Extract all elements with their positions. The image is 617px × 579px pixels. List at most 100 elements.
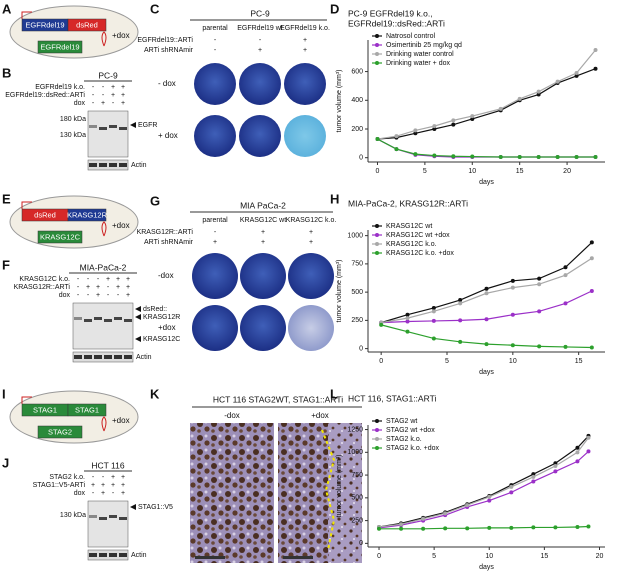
legend-label: Drinking water control xyxy=(386,51,454,58)
promoter xyxy=(21,201,32,209)
gene-label: STAG1 xyxy=(75,405,99,414)
legend-label: STAG2 k.o. +dox xyxy=(386,445,439,452)
arrow xyxy=(130,122,136,128)
x-tick-label: 10 xyxy=(485,553,493,560)
actin-blot xyxy=(87,159,129,171)
sign: + xyxy=(309,239,313,246)
data-point xyxy=(593,48,598,53)
sign: + xyxy=(303,37,307,44)
gene-label: EGFRdel19 xyxy=(40,42,79,51)
y-tick-label: 750 xyxy=(351,261,363,268)
sign: - xyxy=(87,292,90,299)
data-point xyxy=(553,525,558,530)
band xyxy=(109,553,117,557)
marker: 130 kDa xyxy=(60,132,86,139)
data-point xyxy=(536,89,541,94)
band xyxy=(99,163,107,167)
sign: + xyxy=(96,284,100,291)
data-point xyxy=(563,265,568,270)
well xyxy=(284,115,326,157)
band xyxy=(94,317,102,320)
band-label: STAG1::V5 xyxy=(138,504,173,511)
histology-region xyxy=(328,423,362,563)
data-point xyxy=(405,312,410,317)
data-point xyxy=(484,291,489,296)
sign: - xyxy=(97,276,100,283)
band-label: Actin xyxy=(131,552,147,559)
sign: + xyxy=(111,92,115,99)
sign: - xyxy=(77,292,80,299)
legend-label: Osimertinib 25 mg/kg qd xyxy=(386,42,462,49)
legend-marker xyxy=(375,61,379,65)
band xyxy=(99,127,107,130)
condition-label: +dox xyxy=(311,411,329,420)
gene-label: STAG2 xyxy=(48,427,72,436)
chart-title: PC-9 EGFRdel19 k.o., xyxy=(348,8,433,18)
y-tick-label: 600 xyxy=(351,68,363,75)
data-point xyxy=(574,71,579,76)
data-point xyxy=(563,301,568,306)
data-point xyxy=(589,289,594,293)
data-point xyxy=(487,498,492,503)
band xyxy=(89,553,97,557)
y-tick-label: 0 xyxy=(359,155,363,162)
row-label: ARTi shRNAmir xyxy=(144,47,194,54)
data-point xyxy=(510,285,515,290)
data-point xyxy=(484,317,489,322)
data-point xyxy=(470,154,475,159)
sign: + xyxy=(303,47,307,54)
band xyxy=(99,553,107,557)
band xyxy=(89,163,97,167)
promoter xyxy=(21,11,32,19)
sign: - xyxy=(92,100,95,107)
band-label: EGFR xyxy=(138,122,157,129)
data-point xyxy=(537,309,542,314)
marker: 180 kDa xyxy=(60,116,86,123)
arrow xyxy=(135,314,141,320)
y-tick-label: 1250 xyxy=(347,426,363,433)
chart-title: HCT 116, STAG1::ARTi xyxy=(348,393,436,403)
band xyxy=(119,517,127,520)
data-point xyxy=(498,154,503,159)
well xyxy=(239,115,281,157)
legend-label: KRASG12C wt +dox xyxy=(386,232,450,239)
y-tick-label: 500 xyxy=(351,495,363,502)
sign: + xyxy=(121,84,125,91)
band xyxy=(104,319,112,322)
band xyxy=(124,319,132,322)
data-point xyxy=(421,526,426,531)
row-label: ARTi shRNAmir xyxy=(144,239,194,246)
data-point xyxy=(510,312,515,317)
legend-marker xyxy=(375,34,379,38)
y-tick-label: 400 xyxy=(351,97,363,104)
plate-title: PC-9 xyxy=(250,8,270,18)
legend-marker xyxy=(375,428,379,432)
well xyxy=(284,63,326,105)
data-point xyxy=(574,154,579,159)
row-label: EGFRdel19::ARTi xyxy=(137,37,193,44)
data-point xyxy=(443,511,448,516)
col-label: EGFRdel19 k.o. xyxy=(280,25,330,32)
y-tick-label: 500 xyxy=(351,289,363,296)
data-point xyxy=(470,116,475,121)
panel-letter: G xyxy=(150,193,160,208)
panel-letter: J xyxy=(2,455,9,470)
sign: - xyxy=(214,47,217,54)
condition-label: - dox xyxy=(158,79,176,88)
data-point xyxy=(509,484,514,489)
data-point xyxy=(465,526,470,531)
y-tick-label: 250 xyxy=(351,317,363,324)
y-tick-label: 0 xyxy=(359,540,363,547)
sign: - xyxy=(214,229,217,236)
data-point xyxy=(531,525,536,530)
band-label: dsRed:: xyxy=(143,306,167,313)
data-point xyxy=(451,122,456,127)
x-tick-label: 0 xyxy=(377,553,381,560)
y-tick-label: 250 xyxy=(351,517,363,524)
condition-label: -dox xyxy=(224,411,240,420)
data-point xyxy=(553,469,558,474)
blot xyxy=(87,110,129,158)
well xyxy=(240,253,286,299)
data-point xyxy=(443,526,448,531)
